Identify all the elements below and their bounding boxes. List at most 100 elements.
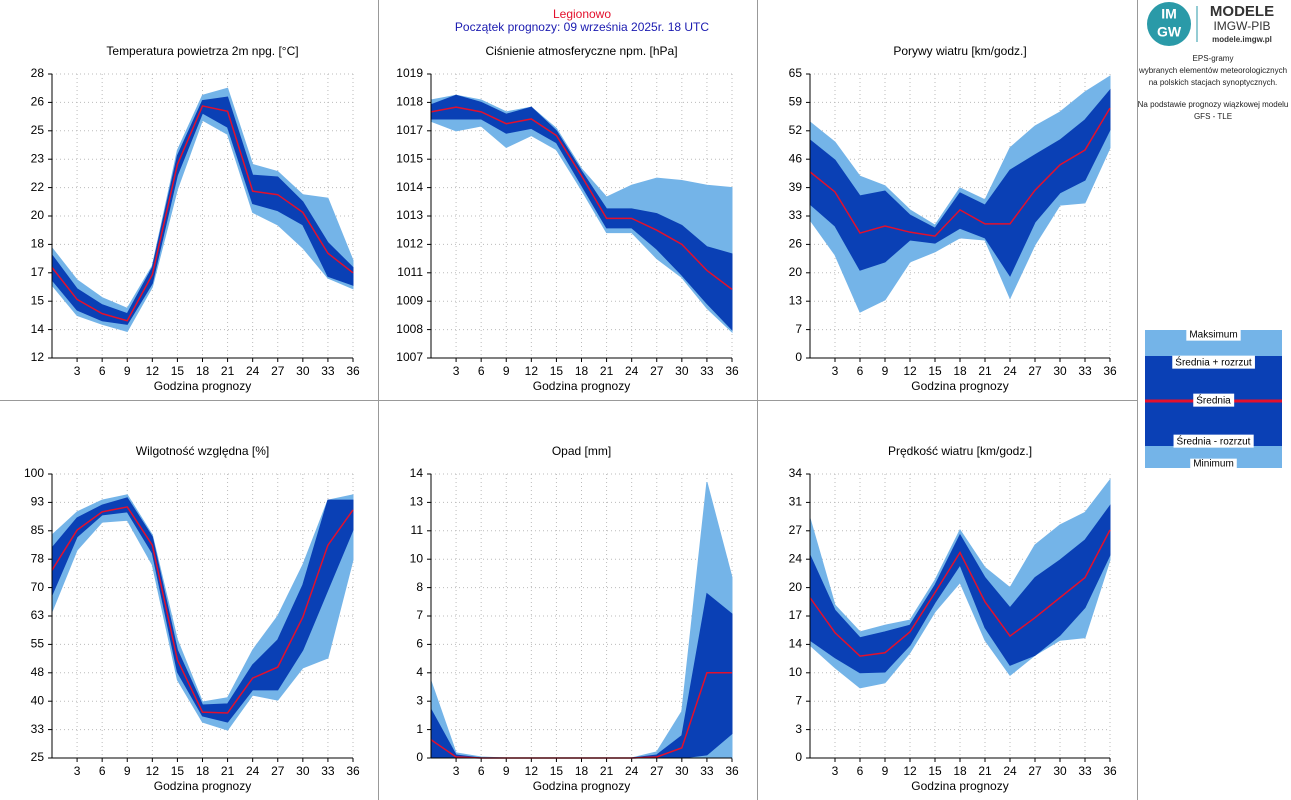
y-tick-label: 1008 [396, 322, 423, 336]
x-tick-label: 12 [903, 364, 917, 378]
x-tick-label: 21 [978, 364, 992, 378]
x-tick-label: 12 [146, 764, 160, 778]
y-tick-label: 23 [31, 151, 45, 165]
y-tick-label: 1011 [397, 265, 423, 279]
logo-badge-top: IM [1161, 6, 1177, 22]
x-axis-label: Godzina prognozy [154, 379, 251, 393]
x-tick-label: 27 [1028, 764, 1042, 778]
y-tick-label: 13 [789, 293, 803, 307]
y-tick-label: 40 [31, 693, 45, 707]
y-tick-label: 14 [31, 322, 45, 336]
chart-panel: Prędkość wiatru [km/godz.] Godzina progno… [789, 444, 1117, 793]
legend-label: Maksimum [1189, 330, 1237, 341]
x-tick-label: 9 [124, 764, 131, 778]
station-name: Legionowo [553, 7, 611, 21]
y-tick-label: 18 [31, 237, 45, 251]
x-axis-label: Godzina prognozy [533, 379, 630, 393]
x-tick-label: 33 [321, 764, 335, 778]
y-tick-label: 1013 [396, 208, 423, 222]
x-tick-label: 24 [246, 364, 260, 378]
y-tick-label: 22 [31, 180, 45, 194]
y-tick-label: 15 [31, 293, 45, 307]
x-tick-label: 21 [600, 764, 614, 778]
y-tick-label: 25 [31, 123, 45, 137]
description-line: na polskich stacjach synoptycznych. [1149, 78, 1278, 87]
description-line: EPS-gramy [1193, 54, 1234, 63]
x-tick-label: 27 [271, 364, 285, 378]
x-tick-label: 36 [1103, 364, 1117, 378]
x-tick-label: 36 [725, 364, 739, 378]
x-tick-label: 12 [525, 764, 539, 778]
y-tick-label: 59 [789, 95, 803, 109]
mean-line [430, 106, 733, 290]
chart-title: Ciśnienie atmosferyczne npm. [hPa] [485, 44, 677, 58]
x-tick-label: 24 [246, 764, 260, 778]
mean-line [809, 107, 1111, 237]
x-tick-label: 15 [928, 764, 942, 778]
y-tick-label: 17 [31, 265, 45, 279]
y-tick-label: 1015 [396, 151, 423, 165]
x-tick-label: 6 [857, 364, 864, 378]
x-tick-label: 15 [550, 764, 564, 778]
logo-subtitle: IMGW-PIB [1213, 19, 1270, 33]
y-tick-label: 13 [410, 495, 424, 509]
y-tick-label: 3 [416, 693, 423, 707]
y-tick-label: 7 [795, 322, 802, 336]
y-tick-label: 48 [31, 665, 45, 679]
y-tick-label: 10 [410, 551, 424, 565]
y-tick-label: 0 [416, 750, 423, 764]
y-tick-label: 33 [789, 208, 803, 222]
chart-title: Temperatura powietrza 2m npg. [°C] [106, 44, 298, 58]
description-line: GFS - TLE [1194, 112, 1232, 121]
x-tick-label: 27 [650, 764, 664, 778]
x-tick-label: 24 [625, 364, 639, 378]
x-tick-label: 18 [953, 764, 967, 778]
x-tick-label: 6 [99, 764, 106, 778]
x-tick-label: 3 [74, 364, 81, 378]
y-tick-label: 20 [31, 208, 45, 222]
chart-panel: Temperatura powietrza 2m npg. [°C] Godzin… [31, 44, 360, 393]
legend-label-bg [1186, 329, 1241, 341]
chart-panel: Ciśnienie atmosferyczne npm. [hPa] Godzin… [396, 44, 739, 393]
x-tick-label: 12 [903, 764, 917, 778]
x-tick-label: 33 [1078, 764, 1092, 778]
chart-title: Porywy wiatru [km/godz.] [893, 44, 1026, 58]
logo-url: modele.imgw.pl [1212, 35, 1272, 44]
x-tick-label: 3 [74, 764, 81, 778]
x-tick-label: 9 [503, 364, 510, 378]
logo: IM GW MODELE IMGW-PIB modele.imgw.pl [1147, 2, 1274, 46]
legend-label: Średnia [1196, 394, 1231, 407]
y-tick-label: 1014 [396, 180, 423, 194]
y-tick-label: 20 [789, 265, 803, 279]
y-tick-label: 7 [416, 608, 423, 622]
x-tick-label: 33 [700, 364, 714, 378]
x-tick-label: 27 [1028, 364, 1042, 378]
x-tick-label: 18 [575, 364, 589, 378]
x-tick-label: 6 [478, 764, 485, 778]
mean-line [809, 529, 1111, 657]
y-tick-label: 1 [416, 722, 423, 736]
description-line: wybranych elementów meteorologicznych [1138, 66, 1287, 75]
x-tick-label: 9 [124, 364, 131, 378]
y-tick-label: 1019 [396, 66, 423, 80]
x-tick-label: 3 [832, 764, 839, 778]
x-tick-label: 12 [146, 364, 160, 378]
y-tick-label: 6 [416, 637, 423, 651]
legend-label: Średnia + rozrzut [1175, 356, 1252, 369]
y-tick-label: 24 [789, 551, 803, 565]
x-tick-label: 15 [171, 764, 185, 778]
x-tick-label: 24 [1003, 364, 1017, 378]
x-tick-label: 21 [600, 364, 614, 378]
x-axis-label: Godzina prognozy [533, 779, 630, 793]
x-axis-label: Godzina prognozy [911, 779, 1008, 793]
logo-title: MODELE [1210, 3, 1274, 20]
forecast-start: Początek prognozy: 09 września 2025r. 18… [455, 20, 709, 34]
x-tick-label: 18 [953, 364, 967, 378]
x-tick-label: 6 [99, 364, 106, 378]
x-tick-label: 9 [882, 364, 889, 378]
x-axis-label: Godzina prognozy [911, 379, 1008, 393]
chart-panel: Opad [mm]Godzina prognozy013467810111314… [410, 444, 739, 793]
x-tick-label: 33 [1078, 364, 1092, 378]
legend-label-bg [1190, 458, 1237, 470]
x-tick-label: 24 [625, 764, 639, 778]
